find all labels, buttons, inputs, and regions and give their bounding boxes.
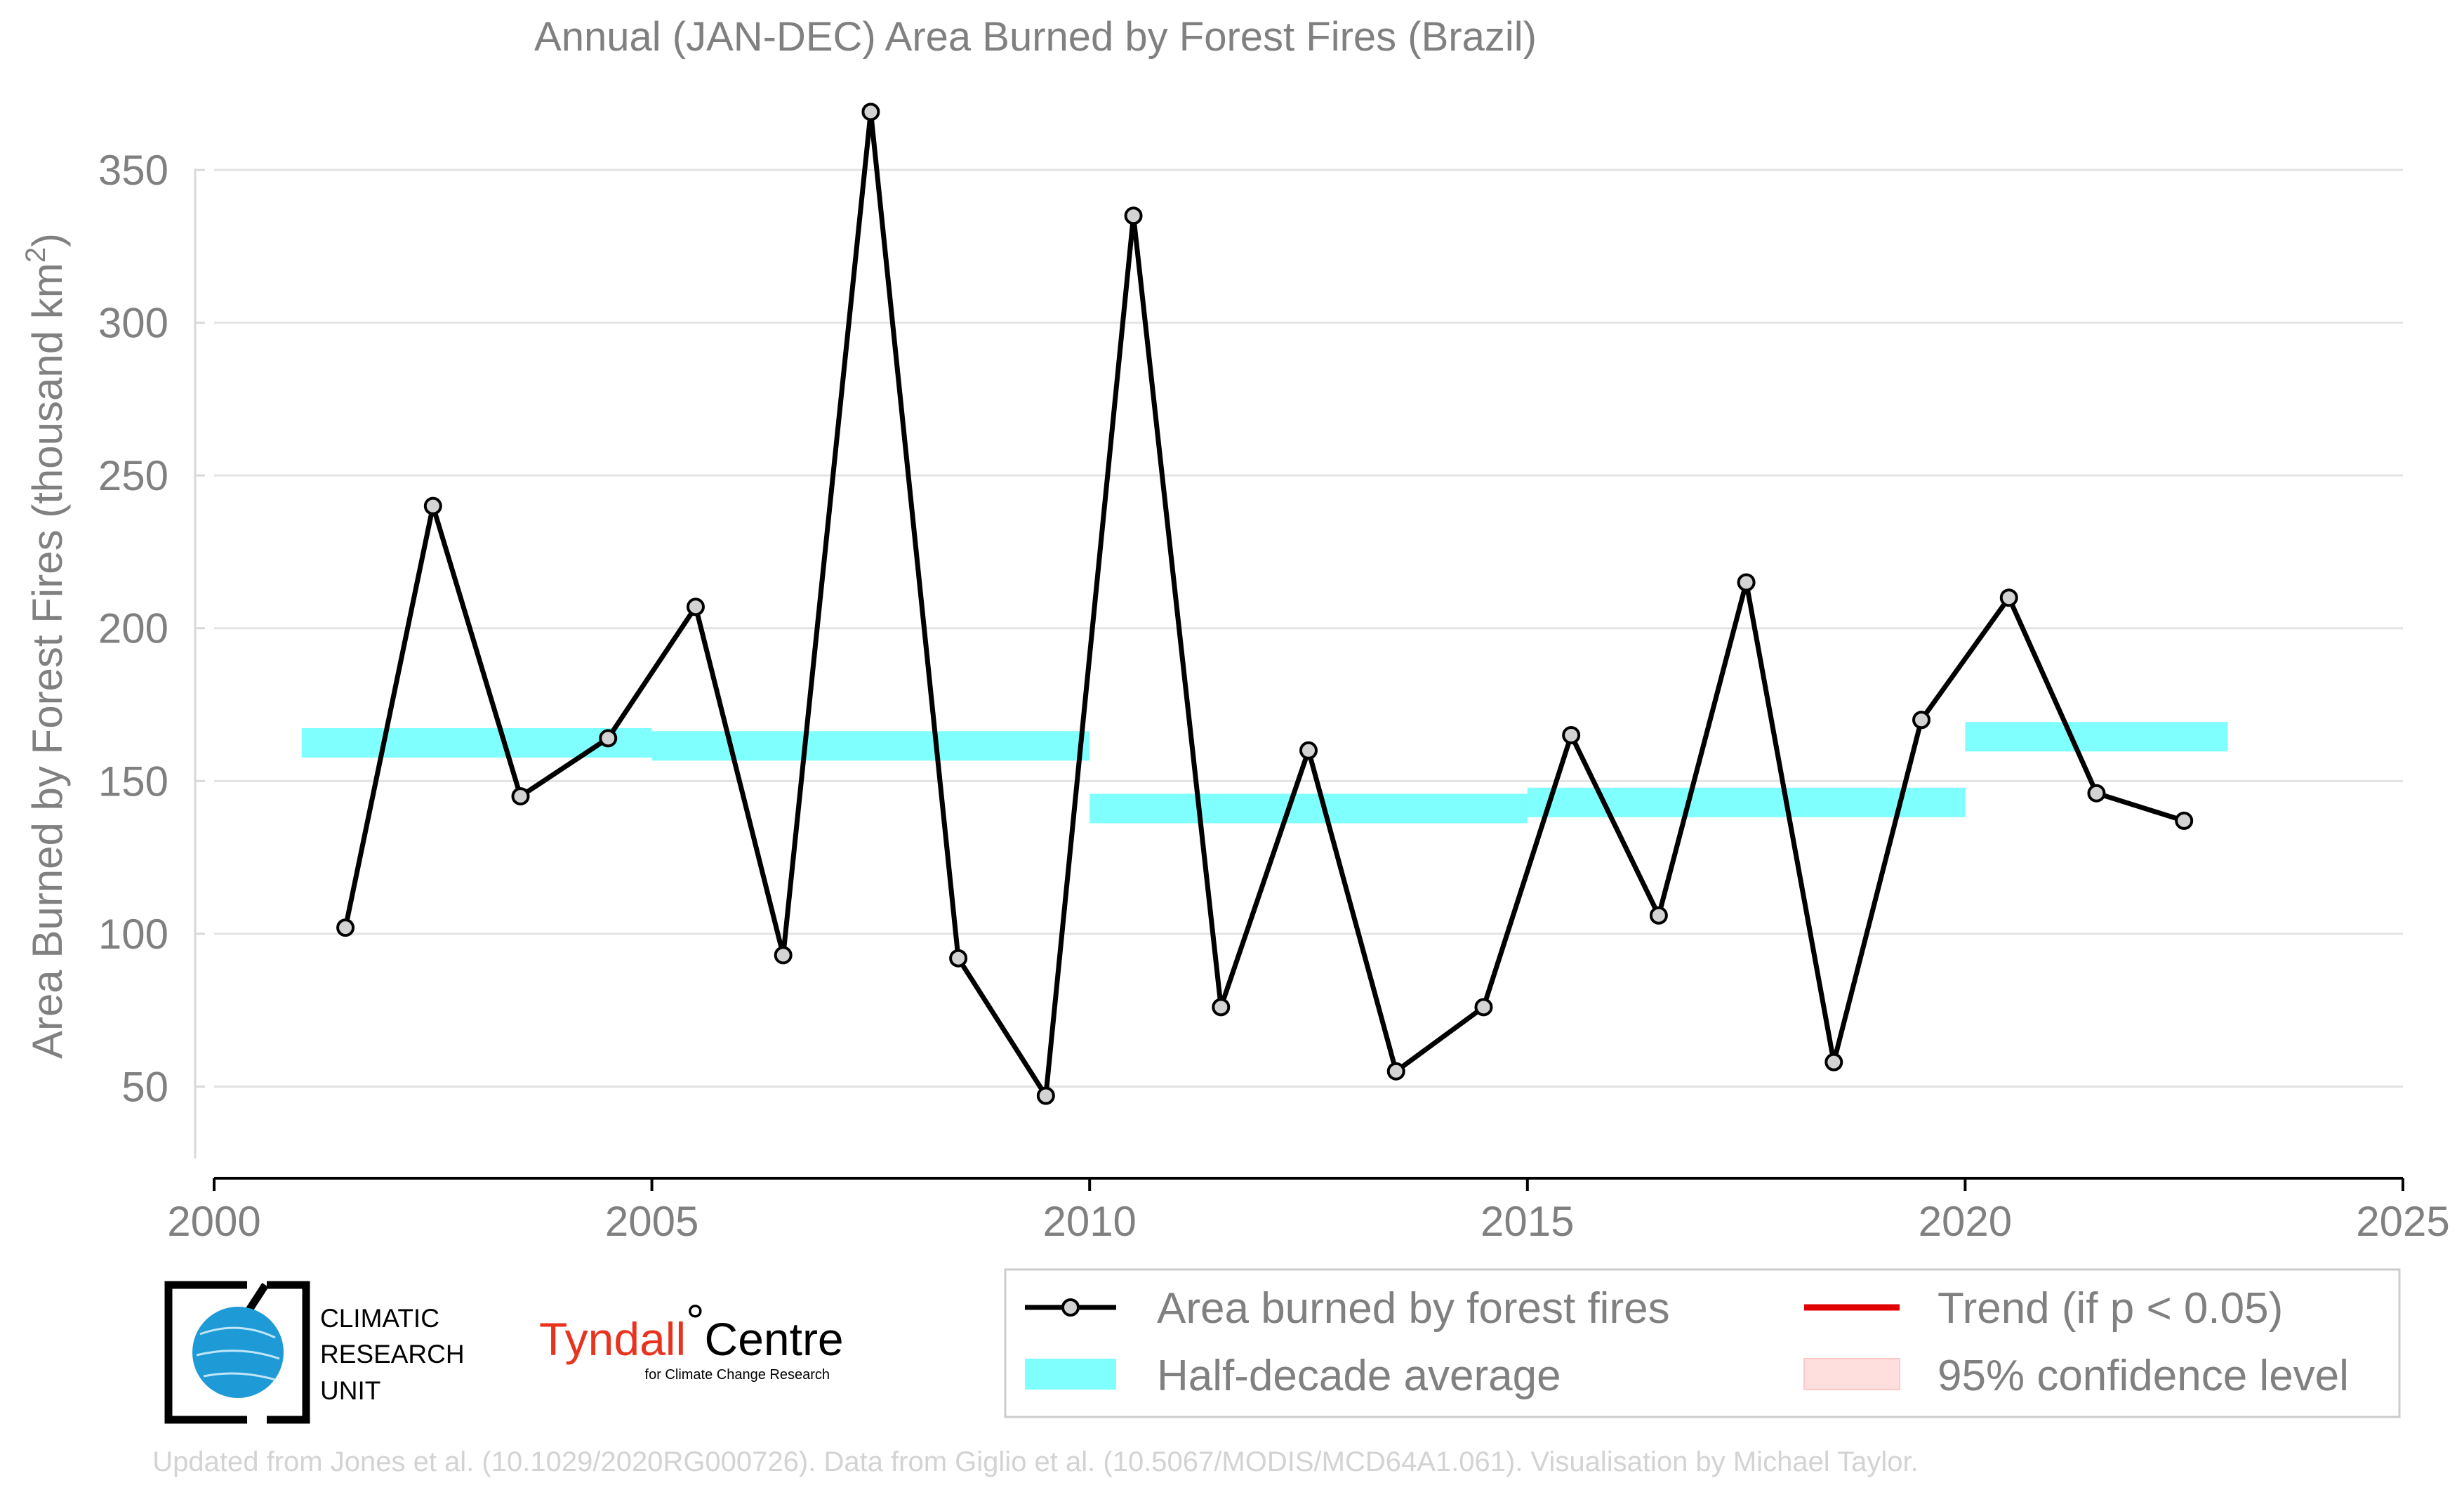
- y-ticks: 50 100 150 200 250 300 350: [98, 147, 205, 1110]
- data-point: [1036, 1086, 1055, 1105]
- y-tick-label: 150: [98, 758, 168, 805]
- cru-logo-text-1: CLIMATIC: [320, 1304, 439, 1333]
- half-decade-band: [651, 731, 1090, 761]
- grid-lines: [214, 169, 2403, 1088]
- half-decade-band: [301, 727, 652, 758]
- x-tick-label: 2020: [1919, 1198, 2012, 1245]
- x-tick-label: 2005: [605, 1198, 698, 1245]
- globe-icon-lines: [196, 1326, 280, 1381]
- series-line: [343, 109, 2185, 1098]
- legend-box: [1004, 1268, 2401, 1418]
- y-tick-label: 50: [121, 1063, 168, 1110]
- data-point: [2175, 811, 2194, 830]
- data-point: [599, 729, 618, 748]
- y-tick-label: 250: [98, 452, 168, 499]
- cru-logo-slash: [244, 1283, 269, 1315]
- data-point: [861, 103, 880, 121]
- data-point: [1474, 998, 1493, 1017]
- x-tick-label: 2015: [1481, 1198, 1574, 1245]
- data-point: [1386, 1062, 1405, 1081]
- x-tick-label: 2000: [167, 1198, 260, 1245]
- legend-entry-half-decade: Half-decade average: [1157, 1352, 1561, 1400]
- cru-logo: CLIMATIC RESEARCH UNIT: [164, 1281, 465, 1424]
- y-tick-label: 200: [98, 605, 168, 652]
- x-tick-label: 2025: [2356, 1198, 2449, 1245]
- data-point: [1649, 906, 1668, 925]
- data-point: [1912, 711, 1931, 730]
- half-decade-band: [1965, 722, 2228, 752]
- data-point: [336, 918, 355, 937]
- data-point: [686, 598, 705, 616]
- cru-logo-text-3: UNIT: [320, 1376, 380, 1405]
- x-tick-label: 2010: [1042, 1198, 1136, 1245]
- data-point: [774, 946, 793, 965]
- cru-logo-text-2: RESEARCH: [320, 1340, 465, 1369]
- tyndall-logo-text: Tyndall°Centre: [539, 1295, 844, 1365]
- data-point: [423, 496, 442, 515]
- tyndall-logo-subtitle: for Climate Change Research: [645, 1367, 830, 1383]
- legend-entry-series: Area burned by forest fires: [1157, 1284, 1670, 1333]
- data-point: [1999, 588, 2018, 607]
- footer-credits: Updated from Jones et al. (10.1029/2020R…: [152, 1446, 1918, 1477]
- y-tick-label: 350: [98, 147, 168, 194]
- legend-confidence-icon: [1803, 1358, 1900, 1390]
- data-point: [949, 949, 968, 968]
- data-point: [1299, 741, 1318, 760]
- y-tick-label: 300: [98, 300, 168, 347]
- data-point: [1212, 998, 1231, 1017]
- data-point: [511, 787, 530, 806]
- y-tick-label: 100: [98, 911, 168, 958]
- data-point: [2087, 784, 2106, 803]
- data-point: [1737, 573, 1756, 592]
- cru-logo-bracket: [164, 1281, 247, 1424]
- data-series: [336, 103, 2194, 1105]
- half-decade-bands: [301, 722, 2228, 824]
- legend-entry-confidence: 95% confidence level: [1938, 1352, 2349, 1400]
- legend-half-decade-icon: [1025, 1359, 1116, 1390]
- tyndall-logo: Tyndall°Centre for Climate Change Resear…: [539, 1295, 844, 1383]
- data-point: [1562, 726, 1581, 745]
- data-point: [1124, 206, 1143, 225]
- data-point: [1824, 1053, 1843, 1071]
- cru-logo-bracket-right: [267, 1281, 310, 1424]
- x-ticks: 2000 2005 2010 2015 2020 2025: [167, 1178, 2450, 1245]
- legend-entry-trend: Trend (if p < 0.05): [1938, 1284, 2283, 1333]
- legend-marker-icon: [1061, 1298, 1080, 1317]
- half-decade-band: [1089, 793, 1528, 824]
- y-axis-label: Area Burned by Forest Fires (thousand km…: [20, 233, 71, 1059]
- legend: Area burned by forest fires Half-decade …: [1004, 1268, 2401, 1418]
- chart-title: Annual (JAN-DEC) Area Burned by Forest F…: [534, 14, 1537, 60]
